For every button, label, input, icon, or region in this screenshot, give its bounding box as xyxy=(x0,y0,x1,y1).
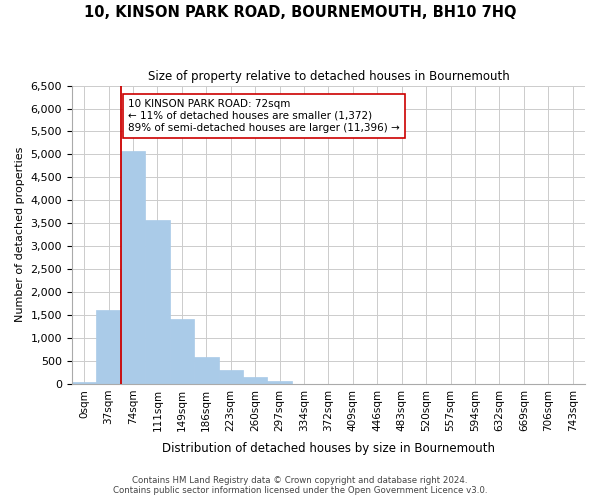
Bar xyxy=(170,318,194,384)
Bar xyxy=(72,382,97,384)
Bar xyxy=(243,378,268,384)
Bar xyxy=(145,220,170,384)
X-axis label: Distribution of detached houses by size in Bournemouth: Distribution of detached houses by size … xyxy=(162,442,495,455)
Bar xyxy=(268,381,292,384)
Bar xyxy=(218,370,243,384)
Text: Contains HM Land Registry data © Crown copyright and database right 2024.
Contai: Contains HM Land Registry data © Crown c… xyxy=(113,476,487,495)
Text: 10 KINSON PARK ROAD: 72sqm
← 11% of detached houses are smaller (1,372)
89% of s: 10 KINSON PARK ROAD: 72sqm ← 11% of deta… xyxy=(128,100,400,132)
Text: 10, KINSON PARK ROAD, BOURNEMOUTH, BH10 7HQ: 10, KINSON PARK ROAD, BOURNEMOUTH, BH10 … xyxy=(84,5,516,20)
Bar xyxy=(194,357,218,384)
Bar xyxy=(121,150,145,384)
Bar xyxy=(97,310,121,384)
Title: Size of property relative to detached houses in Bournemouth: Size of property relative to detached ho… xyxy=(148,70,509,83)
Y-axis label: Number of detached properties: Number of detached properties xyxy=(15,147,25,322)
